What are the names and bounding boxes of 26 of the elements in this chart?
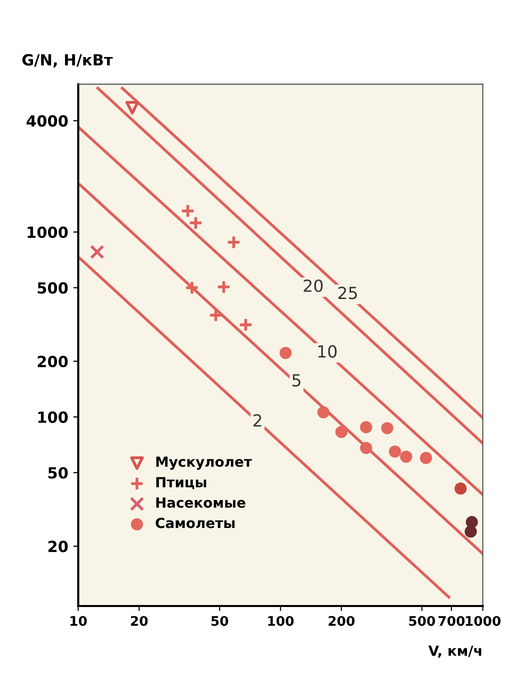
x-tick-label: 100 [268,616,294,626]
x-tick-label: 1000 [466,616,501,626]
y-tick-label: 20 [48,540,68,552]
annotation: 25 [338,286,357,300]
annotation: 20 [304,279,323,292]
x-axis-title: V, км/ч [428,646,482,658]
legend-label: Мускулолет [156,456,252,470]
x-tick-label: 700 [438,616,465,626]
x-tick-label: 500 [409,616,436,626]
y-tick-label: 1000 [28,226,68,238]
y-axis-title: G/N, Н/кВт [22,54,113,68]
y-tick-label: 100 [38,411,68,423]
y-tick-label: 500 [38,282,68,294]
x-tick-label: 20 [130,616,148,626]
x-tick-label: 50 [211,616,228,626]
legend-label: Самолеты [156,518,235,528]
annotation: 10 [318,345,337,358]
y-tick-label: 4000 [26,115,68,127]
annotation: 5 [292,374,300,387]
y-tick-label: 200 [38,356,68,368]
annotation: 2 [253,414,262,427]
legend-label: Насекомые [156,497,246,508]
x-tick-label: 10 [70,616,87,626]
y-tick-label: 50 [48,467,68,479]
x-tick-label: 200 [328,616,355,626]
legend-label: Птицы [156,477,206,490]
